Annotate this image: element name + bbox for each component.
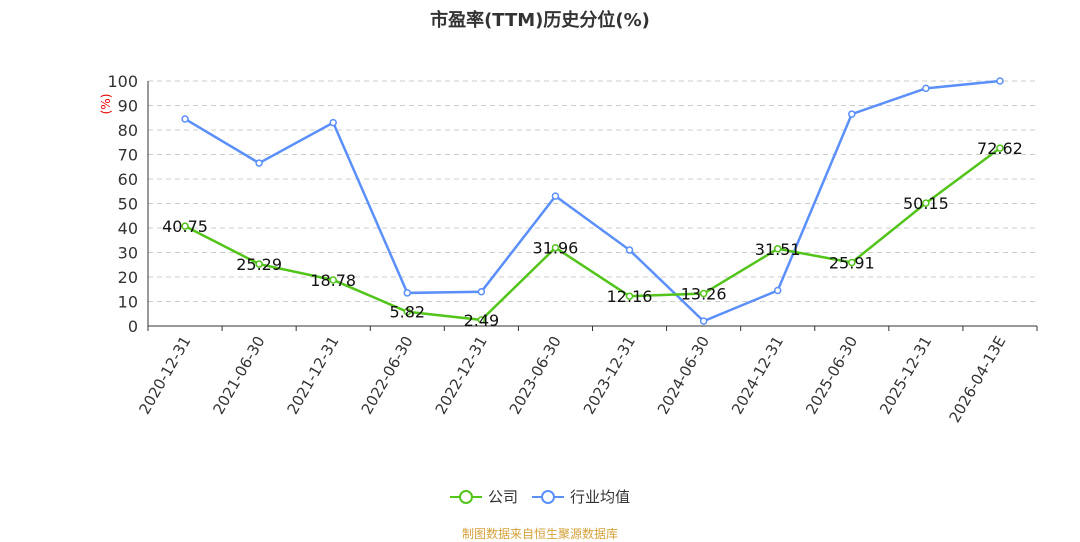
y-tick-label: 0 bbox=[128, 317, 138, 336]
chart-title: 市盈率(TTM)历史分位(%) bbox=[430, 10, 650, 31]
y-tick-label: 80 bbox=[118, 121, 138, 140]
y-tick-label: 30 bbox=[118, 244, 138, 263]
data-point bbox=[403, 307, 412, 316]
data-point bbox=[551, 243, 560, 252]
data-label: 31.96 bbox=[533, 239, 579, 258]
data-label: 13.26 bbox=[681, 285, 727, 304]
data-point bbox=[255, 260, 263, 268]
y-tick-label: 60 bbox=[118, 170, 138, 189]
data-point bbox=[996, 77, 1004, 85]
series-line-0 bbox=[184, 147, 1001, 322]
data-point bbox=[773, 245, 782, 253]
legend-industry-icon bbox=[532, 489, 564, 504]
line-chart: 0 10 20 30 40 50 60 70 80 90 100 (%) 2020-12-31 2021-… bbox=[99, 72, 1038, 426]
data-label: 25.29 bbox=[236, 255, 282, 274]
legend-label: 行业均值 bbox=[570, 488, 631, 506]
data-point bbox=[181, 115, 189, 123]
y-tick-label: 100 bbox=[107, 72, 138, 91]
legend-company-icon bbox=[449, 489, 482, 504]
x-tick-label: 2020-12-31 bbox=[135, 333, 194, 418]
data-point bbox=[403, 289, 412, 297]
x-tick-label: 2023-12-31 bbox=[580, 333, 639, 418]
y-axis-label: (%) bbox=[99, 94, 113, 115]
y-tick-label: 40 bbox=[118, 219, 138, 238]
data-point bbox=[477, 287, 486, 296]
data-point bbox=[922, 84, 930, 93]
x-tick-label: 2023-06-30 bbox=[506, 333, 565, 418]
x-tick-label: 2022-06-30 bbox=[358, 333, 417, 418]
data-point bbox=[922, 199, 930, 207]
data-label: 72.62 bbox=[977, 139, 1023, 158]
data-point bbox=[848, 258, 856, 267]
data-point bbox=[329, 276, 337, 284]
y-tick-label: 70 bbox=[118, 146, 138, 165]
data-label: 50.15 bbox=[903, 194, 949, 213]
data-point bbox=[477, 316, 486, 324]
data-label: 5.82 bbox=[389, 303, 425, 322]
data-label: 25.91 bbox=[829, 254, 875, 273]
data-point bbox=[625, 292, 634, 300]
data-label: 40.75 bbox=[162, 217, 208, 236]
y-tick-label: 20 bbox=[118, 268, 138, 287]
y-tick-label: 90 bbox=[118, 97, 138, 116]
series-line-1 bbox=[184, 79, 1001, 323]
x-tick-label: 2024-06-30 bbox=[654, 333, 713, 418]
y-tick-label: 10 bbox=[118, 293, 138, 312]
legend: 公司 行业均值 bbox=[0, 486, 1080, 507]
data-point bbox=[181, 222, 189, 230]
x-tick-label: 2021-12-31 bbox=[283, 333, 342, 418]
data-point bbox=[699, 289, 708, 298]
x-tick-label: 2024-12-31 bbox=[728, 333, 787, 418]
x-tick-label: 2025-12-31 bbox=[876, 333, 935, 418]
data-point bbox=[773, 286, 782, 295]
data-point bbox=[848, 110, 856, 118]
x-tick-label: 2022-12-31 bbox=[432, 333, 491, 418]
data-point bbox=[996, 144, 1004, 152]
data-point bbox=[255, 159, 263, 167]
legend-label: 公司 bbox=[487, 488, 518, 506]
x-tick-label: 2026-04-13E bbox=[946, 333, 1010, 426]
data-point bbox=[329, 118, 337, 127]
data-label: 31.51 bbox=[755, 240, 801, 259]
data-label: 18.78 bbox=[310, 271, 356, 290]
data-point bbox=[551, 192, 560, 200]
x-tick-label: 2021-06-30 bbox=[209, 333, 268, 418]
data-label: 2.49 bbox=[464, 311, 500, 330]
y-tick-label: 50 bbox=[118, 195, 138, 214]
data-point bbox=[625, 246, 634, 254]
legend-item-industry[interactable]: 行业均值 bbox=[532, 486, 630, 507]
legend-item-company[interactable]: 公司 bbox=[449, 486, 518, 507]
data-point bbox=[699, 317, 708, 325]
source-footer: 制图数据来自恒生聚源数据库 bbox=[461, 527, 618, 541]
data-label: 12.16 bbox=[607, 287, 653, 306]
x-tick-label: 2025-06-30 bbox=[802, 333, 861, 418]
